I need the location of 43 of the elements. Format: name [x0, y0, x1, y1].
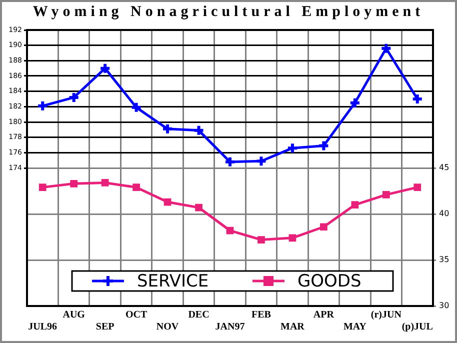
point	[286, 142, 298, 154]
point	[258, 236, 265, 244]
x-tick-label: (p)JUL	[402, 322, 434, 333]
point	[192, 124, 205, 136]
x-tick-label: JUL96	[28, 322, 58, 333]
point	[320, 223, 328, 231]
y2-tick-label: 30	[439, 301, 450, 310]
point	[130, 101, 142, 114]
point	[351, 201, 359, 208]
point	[226, 226, 234, 234]
x-tick-label: MAY	[343, 322, 368, 333]
point	[224, 156, 236, 168]
point	[195, 204, 202, 212]
point	[382, 191, 390, 198]
point	[414, 184, 422, 191]
y2-tick-label: 45	[439, 163, 450, 172]
point	[380, 42, 392, 54]
x-tick-label: AUG	[62, 310, 86, 321]
x-tick-label: (r)JUN	[370, 310, 402, 321]
x-tick-label: APR	[313, 310, 335, 321]
y2-tick-label: 40	[439, 209, 450, 218]
x-tick-label: DEC	[188, 310, 210, 321]
point	[38, 184, 46, 191]
legend-label: SERVICE	[137, 271, 209, 292]
point	[348, 96, 361, 109]
x-tick-label: OCT	[125, 310, 148, 321]
chart-title: Wyoming Nonagricultural Employment	[32, 4, 426, 21]
x-tick-label: MAR	[280, 322, 306, 333]
point	[288, 234, 296, 242]
point	[255, 155, 268, 168]
legend-label: GOODS	[298, 271, 362, 292]
point	[132, 184, 140, 191]
x-tick-label: JAN97	[215, 322, 245, 333]
point	[164, 198, 172, 206]
x-tick-label: FEB	[252, 310, 272, 321]
point	[101, 179, 109, 186]
point	[70, 180, 78, 188]
point	[162, 122, 174, 135]
point	[318, 140, 330, 152]
point	[99, 62, 112, 74]
x-tick-label: NOV	[156, 322, 180, 333]
y2-tick-label: 35	[439, 255, 450, 264]
x-tick-label: SEP	[96, 322, 114, 333]
